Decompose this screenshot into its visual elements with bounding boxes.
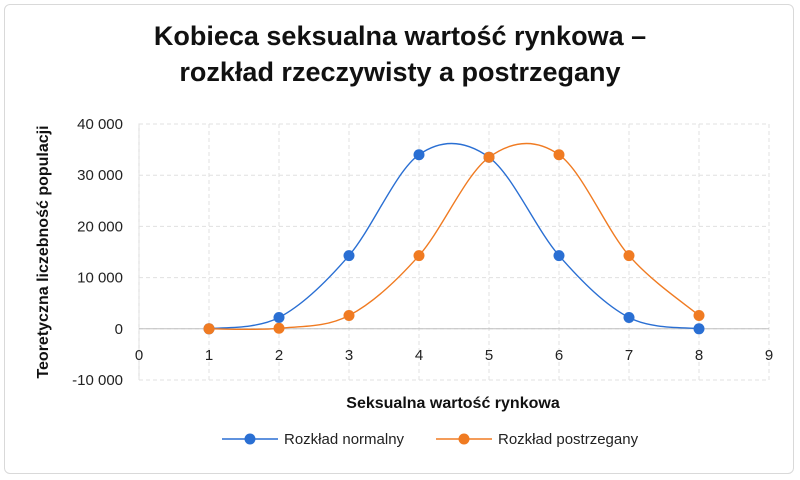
y-tick-label: 10 000 (77, 270, 123, 287)
chart-title: Kobieca seksualna wartość rynkowa – rozk… (0, 18, 800, 90)
chart-title-line-2: rozkład rzeczywisty a postrzegany (179, 57, 621, 87)
data-point-series-2 (693, 309, 705, 321)
x-tick-label: 9 (765, 347, 773, 364)
x-tick-label: 6 (555, 347, 563, 364)
legend-label: Rozkład normalny (284, 431, 405, 448)
y-tick-label: -10 000 (72, 372, 123, 389)
x-tick-label: 7 (625, 347, 633, 364)
plot-border (138, 123, 770, 381)
data-point-series-2 (623, 250, 635, 262)
data-point-series-1 (553, 250, 565, 262)
legend-item-2[interactable]: Rozkład postrzegany (436, 431, 639, 448)
data-point-series-2 (483, 151, 495, 163)
x-tick-label: 0 (135, 347, 143, 364)
data-point-series-2 (273, 322, 285, 334)
x-tick-label: 4 (415, 347, 423, 364)
y-tick-label: 20 000 (77, 218, 123, 235)
y-axis-label: Teoretyczna liczebność populacji (35, 125, 52, 378)
x-axis-label: Seksualna wartość rynkowa (346, 395, 560, 412)
x-tick-label: 8 (695, 347, 703, 364)
series-lines (208, 142, 700, 331)
grid (138, 123, 770, 381)
x-tick-label: 5 (485, 347, 493, 364)
data-point-series-2 (203, 323, 215, 335)
data-point-series-1 (623, 312, 635, 324)
data-point-series-1 (273, 312, 285, 324)
y-tick-label: 40 000 (77, 116, 123, 133)
x-tick-label: 1 (205, 347, 213, 364)
legend-marker (244, 433, 256, 445)
legend-item-1[interactable]: Rozkład normalny (222, 431, 405, 448)
y-tick-label: 30 000 (77, 167, 123, 184)
legend-label: Rozkład postrzegany (498, 431, 639, 448)
data-point-series-1 (413, 149, 425, 161)
data-point-series-2 (553, 149, 565, 161)
legend: Rozkład normalny Rozkład postrzegany (222, 431, 639, 448)
data-point-series-1 (343, 250, 355, 262)
chart-frame (4, 4, 794, 474)
data-point-series-1 (693, 323, 705, 335)
series-markers (203, 149, 705, 335)
series-line-1 (208, 142, 700, 330)
data-point-series-2 (343, 309, 355, 321)
data-point-series-2 (413, 250, 425, 262)
x-tick-label: 2 (275, 347, 283, 364)
x-tick-labels: 0 1 2 3 4 5 6 7 8 9 (135, 347, 773, 364)
x-tick-label: 3 (345, 347, 353, 364)
y-tick-labels: -10 000 0 10 000 20 000 30 000 40 000 (72, 116, 123, 389)
y-tick-label: 0 (115, 321, 123, 338)
series-line-2 (208, 142, 700, 331)
chart-title-line-1: Kobieca seksualna wartość rynkowa – (153, 21, 647, 51)
legend-marker (458, 433, 470, 445)
